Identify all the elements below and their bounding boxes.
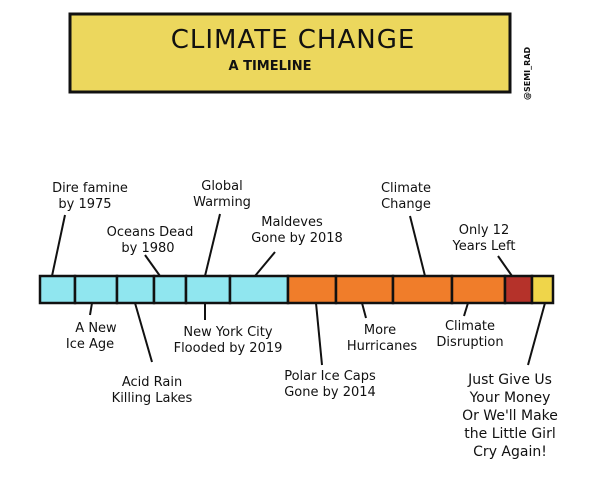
label-new-ice-age: A New Ice Age [66,321,117,352]
timeline-bar [38,274,555,305]
label-only-12-years: Only 12 Years Left [452,223,516,254]
timeline-segment-yellow [530,274,555,305]
credit: @SEMI_RAD [523,46,532,100]
timeline-segment-cyan [38,274,77,305]
timeline-segment-orange [391,274,454,305]
label-global-warming: Global Warming [193,179,251,210]
timeline-segment-cyan [184,274,232,305]
label-more-hurricanes: More Hurricanes [347,323,417,354]
subtitle: A TIMELINE [229,59,312,74]
timeline-segment-cyan [152,274,188,305]
title-banner [68,12,512,94]
label-climate-change: Climate Change [381,181,431,212]
timeline-segment-orange [450,274,507,305]
label-acid-rain: Acid Rain Killing Lakes [112,375,193,406]
timeline-segment-cyan [228,274,290,305]
timeline-segment-cyan [73,274,119,305]
bottom-labels: A New Ice Age Acid Rain Killing Lakes New … [66,319,558,460]
top-labels: Dire famine by 1975 Oceans Dead by 1980 Gl… [52,179,515,256]
label-dire-famine: Dire famine by 1975 [52,181,128,212]
label-maldeves: Maldeves Gone by 2018 [251,215,343,246]
timeline-segment-red [503,274,534,305]
label-oceans-dead: Oceans Dead by 1980 [107,225,194,256]
label-polar-ice-caps: Polar Ice Caps Gone by 2014 [284,369,376,400]
leader-lines [51,213,546,366]
title: CLIMATE CHANGE [171,25,416,55]
label-new-york: New York City Flooded by 2019 [174,325,283,356]
timeline-segment-orange [334,274,395,305]
timeline-segment-cyan [115,274,156,305]
timeline-segment-orange [286,274,338,305]
label-climate-disruption: Climate Disruption [436,319,503,350]
label-just-give-us-money: Just Give Us Your Money Or We'll Make the L… [462,372,558,460]
